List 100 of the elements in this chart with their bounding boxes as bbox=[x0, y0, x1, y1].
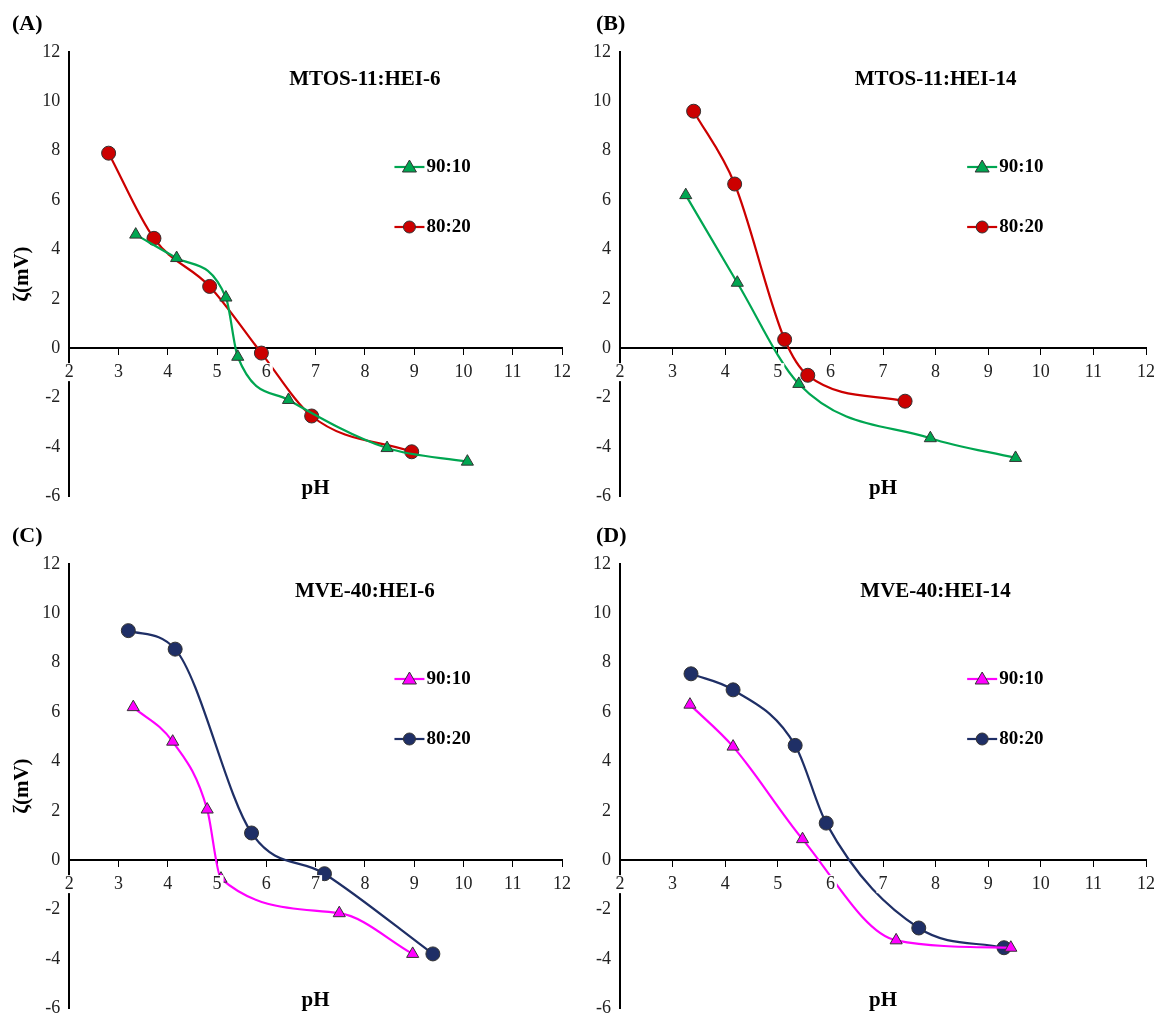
x-tick-label: 9 bbox=[983, 360, 993, 381]
point bbox=[126, 699, 140, 712]
text: MTOS-11:HEI-6 bbox=[289, 66, 441, 91]
y-tick-label: 4 bbox=[602, 238, 611, 259]
x-tick-label: 11 bbox=[504, 360, 522, 381]
point bbox=[129, 227, 143, 239]
point bbox=[219, 290, 233, 302]
point bbox=[425, 946, 441, 962]
y-tick-label: 0 bbox=[51, 848, 61, 869]
legend-label: 90:10 bbox=[426, 666, 471, 688]
x-tick-label: 10 bbox=[1031, 872, 1050, 893]
y-tick-label: 8 bbox=[51, 651, 61, 672]
x-axis-title: pH bbox=[868, 474, 898, 499]
y-tick-label: 2 bbox=[51, 799, 61, 820]
point bbox=[281, 392, 296, 404]
x-tick-label: 4 bbox=[720, 360, 730, 381]
point bbox=[787, 737, 803, 753]
point bbox=[332, 905, 346, 918]
x-tick-label: 3 bbox=[668, 872, 678, 893]
y-tick-label: 6 bbox=[602, 700, 611, 721]
y-tick-label: 10 bbox=[42, 602, 61, 623]
y-tick-label: -6 bbox=[596, 484, 611, 505]
x-tick-label: 10 bbox=[1031, 360, 1050, 381]
x-tick-label: 10 bbox=[454, 360, 473, 381]
point bbox=[889, 932, 903, 945]
point bbox=[202, 278, 218, 294]
y-tick-label: 4 bbox=[602, 750, 611, 771]
point bbox=[406, 946, 420, 958]
point bbox=[683, 697, 697, 709]
x-tick-label: 6 bbox=[261, 872, 271, 893]
y-tick-label: -2 bbox=[45, 386, 61, 407]
y-tick-label: 2 bbox=[602, 287, 611, 308]
x-tick-label: 12 bbox=[1137, 360, 1155, 381]
y-tick-label: -2 bbox=[596, 898, 611, 919]
point bbox=[726, 739, 740, 751]
y-tick-label: -4 bbox=[45, 947, 61, 968]
x-tick-label: 11 bbox=[504, 872, 522, 893]
point bbox=[897, 393, 913, 409]
x-tick-label: 8 bbox=[931, 360, 941, 381]
point bbox=[1004, 940, 1018, 952]
text: (D) bbox=[596, 521, 627, 547]
y-tick-label: 6 bbox=[51, 700, 61, 721]
legend-label: 80:20 bbox=[426, 214, 471, 236]
x-tick-label: 9 bbox=[983, 872, 993, 893]
x-axis-title: pH bbox=[868, 986, 898, 1011]
point bbox=[244, 825, 260, 841]
y-tick-label: 10 bbox=[593, 602, 611, 623]
x-tick-label: 5 bbox=[212, 360, 222, 381]
point bbox=[253, 345, 269, 361]
text: MTOS-11:HEI-14 bbox=[854, 66, 1017, 91]
x-tick-label: 5 bbox=[212, 872, 222, 893]
x-tick-label: 8 bbox=[931, 872, 941, 893]
x-tick-label: 2 bbox=[64, 872, 74, 893]
point bbox=[792, 376, 806, 388]
y-tick-label: 2 bbox=[602, 799, 611, 820]
text: MVE-40:HEI-6 bbox=[294, 578, 435, 603]
y-tick-label: -6 bbox=[596, 996, 611, 1017]
point bbox=[460, 454, 474, 466]
point bbox=[167, 641, 183, 657]
x-tick-label: 4 bbox=[720, 872, 730, 893]
point bbox=[818, 815, 834, 831]
x-tick-label: 8 bbox=[360, 360, 370, 381]
point bbox=[200, 802, 214, 814]
y-axis-title: ζ(mV) bbox=[9, 246, 34, 302]
x-axis-title: pH bbox=[301, 474, 330, 499]
point bbox=[923, 430, 937, 443]
point bbox=[777, 332, 793, 347]
x-tick-label: 2 bbox=[615, 360, 625, 381]
point bbox=[725, 682, 741, 698]
x-tick-label: 4 bbox=[163, 360, 173, 381]
y-tick-label: 12 bbox=[42, 552, 61, 573]
point bbox=[800, 367, 816, 383]
point bbox=[727, 176, 743, 192]
y-tick-label: 0 bbox=[51, 336, 61, 357]
x-tick-label: 6 bbox=[825, 360, 835, 381]
x-tick-label: 2 bbox=[615, 872, 625, 893]
y-tick-label: 8 bbox=[51, 139, 61, 160]
x-tick-label: 12 bbox=[553, 872, 571, 893]
y-tick-label: 0 bbox=[602, 336, 611, 357]
text: MVE-40:HEI-14 bbox=[860, 578, 1012, 603]
point bbox=[1008, 450, 1023, 462]
y-tick-label: 10 bbox=[593, 90, 611, 111]
x-tick-label: 12 bbox=[553, 360, 571, 381]
x-tick-label: 5 bbox=[773, 360, 783, 381]
y-tick-label: -2 bbox=[596, 386, 611, 407]
y-tick-label: 6 bbox=[602, 188, 611, 209]
point bbox=[120, 623, 136, 639]
x-tick-label: 6 bbox=[825, 872, 835, 893]
y-tick-label: -4 bbox=[596, 947, 611, 968]
legend-label: 80:20 bbox=[999, 214, 1044, 236]
y-tick-label: 4 bbox=[51, 238, 61, 259]
x-tick-label: 11 bbox=[1084, 872, 1103, 893]
x-tick-label: 7 bbox=[878, 360, 888, 381]
x-tick-label: 4 bbox=[163, 872, 173, 893]
x-tick-label: 7 bbox=[311, 360, 321, 381]
y-tick-label: 10 bbox=[42, 90, 61, 111]
point bbox=[170, 250, 184, 263]
point bbox=[795, 831, 810, 844]
y-tick-label: 2 bbox=[51, 287, 61, 308]
x-tick-label: 8 bbox=[360, 872, 370, 893]
